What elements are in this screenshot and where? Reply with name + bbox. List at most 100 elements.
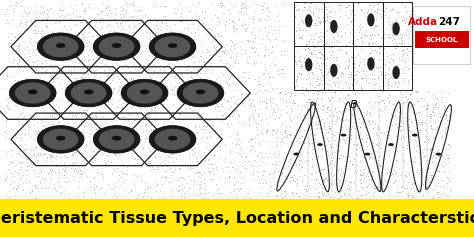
Point [37, 11, 45, 15]
Point [137, 51, 145, 55]
Point [273, 128, 281, 132]
Point [24, 95, 32, 99]
Point [161, 65, 168, 69]
Point [22, 21, 30, 24]
Point [79, 130, 87, 133]
Point [324, 105, 332, 108]
Point [316, 20, 323, 24]
Point [381, 101, 388, 105]
Point [297, 72, 305, 76]
Point [288, 163, 296, 167]
Point [370, 141, 377, 145]
Point [275, 116, 283, 120]
Point [301, 47, 309, 50]
Point [362, 29, 369, 32]
Point [438, 134, 446, 138]
Point [335, 96, 343, 100]
Point [318, 117, 326, 121]
Point [219, 1, 226, 5]
Point [327, 160, 334, 163]
Point [247, 45, 255, 49]
Point [334, 85, 342, 88]
Point [377, 163, 384, 167]
Point [118, 184, 125, 188]
Point [115, 38, 123, 41]
Point [90, 167, 97, 171]
Point [163, 150, 170, 154]
Point [433, 184, 440, 188]
Point [140, 43, 148, 46]
Point [168, 199, 176, 203]
Point [346, 180, 354, 184]
Point [128, 198, 136, 202]
Point [414, 90, 422, 94]
Point [104, 41, 112, 44]
Point [129, 144, 137, 147]
Point [51, 163, 59, 167]
Point [12, 103, 19, 107]
Point [273, 102, 280, 106]
Point [32, 155, 40, 159]
Point [232, 179, 239, 183]
Point [334, 115, 341, 119]
Point [215, 20, 222, 24]
Point [219, 117, 226, 121]
Ellipse shape [37, 33, 84, 60]
Point [75, 30, 82, 34]
Point [251, 158, 259, 162]
Point [213, 188, 220, 191]
Point [358, 173, 366, 177]
Point [173, 49, 181, 53]
Point [157, 94, 164, 98]
Point [377, 170, 384, 173]
Point [183, 200, 191, 204]
Point [39, 87, 47, 91]
Point [23, 59, 30, 63]
Point [299, 91, 307, 95]
Point [29, 67, 37, 71]
Point [319, 19, 327, 23]
Point [390, 58, 397, 62]
Point [104, 100, 112, 104]
Point [179, 147, 186, 151]
Point [266, 63, 274, 67]
Point [297, 145, 305, 149]
Point [246, 103, 254, 107]
Point [137, 8, 145, 12]
Point [71, 150, 78, 154]
Point [314, 119, 322, 123]
Point [423, 106, 431, 110]
Point [68, 47, 75, 51]
Point [61, 154, 68, 158]
Point [244, 39, 252, 42]
Point [315, 195, 322, 199]
Point [277, 90, 285, 94]
Point [374, 7, 382, 10]
Point [336, 109, 343, 113]
Point [380, 46, 388, 50]
Point [320, 168, 328, 171]
Point [77, 142, 85, 146]
Point [67, 58, 75, 62]
Point [24, 46, 31, 49]
Point [62, 43, 69, 47]
Point [92, 128, 100, 131]
Point [91, 158, 99, 162]
Point [369, 83, 377, 87]
Point [329, 35, 337, 39]
Point [357, 173, 365, 177]
Point [263, 68, 270, 72]
Point [307, 50, 314, 54]
Point [402, 16, 410, 20]
Point [298, 158, 305, 162]
Point [119, 115, 127, 118]
Point [77, 175, 85, 178]
Point [134, 161, 142, 165]
Point [238, 75, 246, 78]
Point [420, 154, 428, 158]
Point [388, 111, 395, 115]
Point [36, 81, 43, 84]
Point [13, 2, 21, 5]
Point [205, 130, 212, 134]
Point [303, 42, 310, 46]
